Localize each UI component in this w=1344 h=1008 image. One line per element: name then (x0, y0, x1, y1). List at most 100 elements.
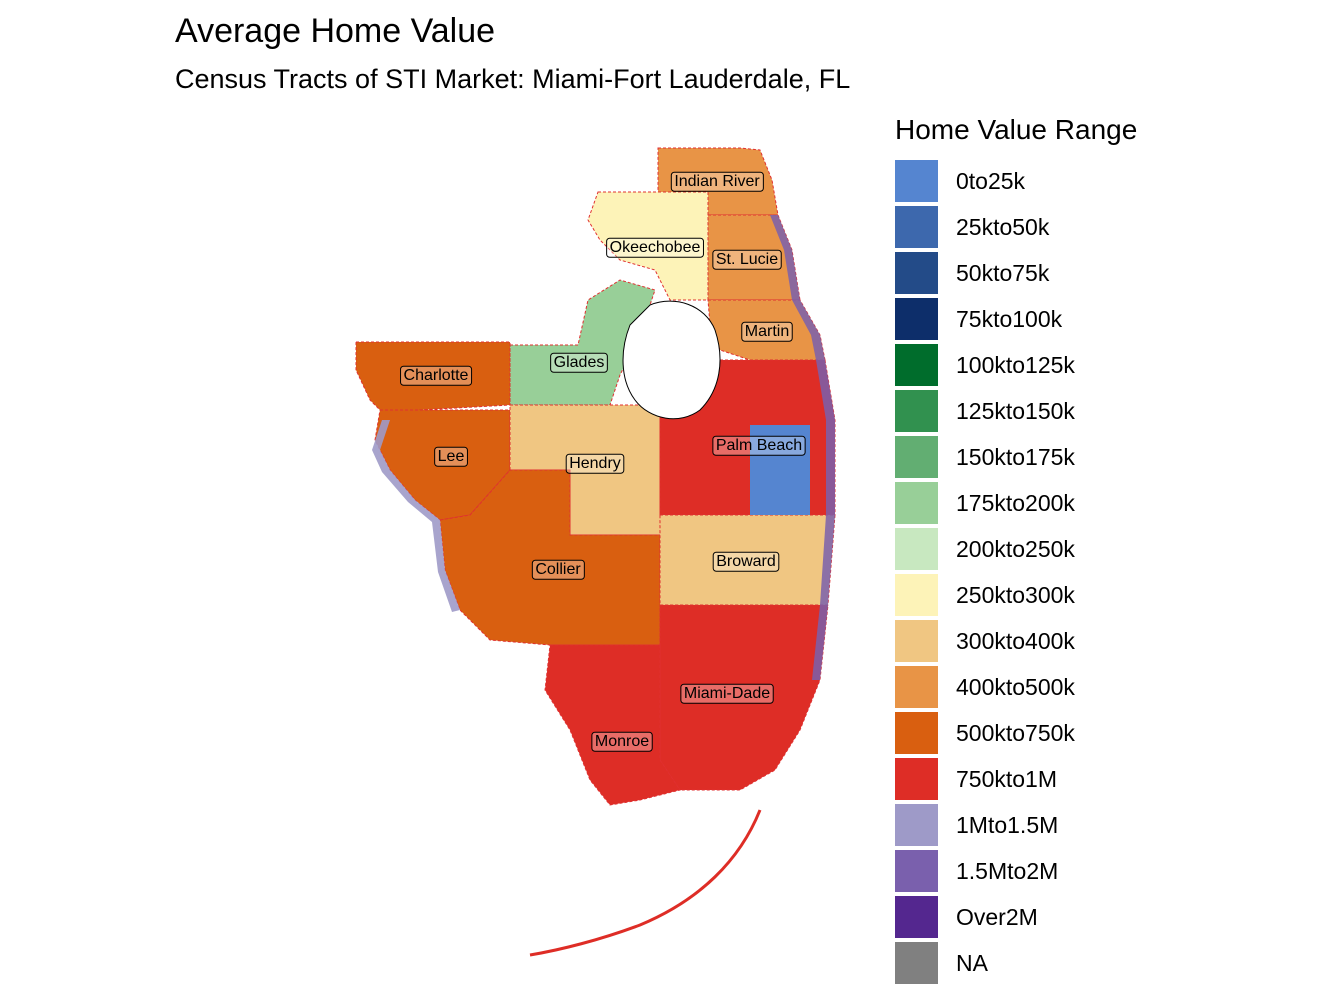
legend-label: 125kto150k (956, 397, 1075, 424)
legend-swatch (895, 850, 938, 892)
choropleth-map: Indian River Okeechobee St. Lucie Martin Gla… (320, 120, 880, 980)
county-label-text: Palm Beach (716, 437, 802, 454)
county-label-text: St. Lucie (716, 251, 778, 268)
county-label: Okeechobee (606, 237, 704, 258)
legend-label: 25kto50k (956, 213, 1050, 240)
legend-swatch (895, 942, 938, 984)
legend-swatch (895, 620, 938, 662)
county-label-text: Monroe (595, 733, 649, 750)
county-label-text: Hendry (569, 455, 621, 472)
legend-swatch (895, 252, 938, 294)
legend-item: 50kto75k (895, 250, 1137, 296)
legend-items: 0to25k 25kto50k 50kto75k 75kto100k 100kto125… (895, 158, 1137, 986)
legend-label: 150kto175k (956, 443, 1075, 470)
legend-label: 1.5Mto2M (956, 857, 1059, 884)
legend-swatch (895, 896, 938, 938)
county-label-box (400, 365, 473, 386)
county-label-text: Broward (716, 553, 776, 570)
legend-label: 300kto400k (956, 627, 1075, 654)
west-coast-strip (372, 420, 460, 612)
county-label-box (712, 435, 806, 456)
legend-swatch (895, 574, 938, 616)
legend-title: Home Value Range (895, 114, 1138, 145)
county-label: Martin (741, 321, 793, 342)
legend-item: 125kto150k (895, 388, 1137, 434)
county-label-box (591, 731, 653, 752)
map-subtitle: Census Tracts of STI Market: Miami-Fort … (175, 64, 851, 94)
county-label-text: Indian River (674, 173, 760, 190)
legend-swatch (895, 758, 938, 800)
county-label-box (712, 249, 782, 270)
legend-swatch (895, 804, 938, 846)
legend-label: NA (956, 949, 988, 976)
legend-swatch (895, 482, 938, 524)
legend-item: 75kto100k (895, 296, 1137, 342)
county-label-box (531, 559, 585, 580)
legend-label: 250kto300k (956, 581, 1075, 608)
legend-label: 75kto100k (956, 305, 1063, 332)
legend-item: 500kto750k (895, 710, 1137, 756)
legend-item: 250kto300k (895, 572, 1137, 618)
county-label-box (565, 453, 625, 474)
legend-item: 300kto400k (895, 618, 1137, 664)
county-label: Broward (712, 551, 780, 572)
legend-label: 175kto200k (956, 489, 1075, 516)
legend-item: Over2M (895, 894, 1137, 940)
legend-item: 25kto50k (895, 204, 1137, 250)
legend-swatch (895, 712, 938, 754)
county-label-box (670, 171, 764, 192)
legend-label: 750kto1M (956, 765, 1058, 792)
county-label: St. Lucie (712, 249, 782, 270)
legend-item: 1.5Mto2M (895, 848, 1137, 894)
legend-item: 100kto125k (895, 342, 1137, 388)
legend-label: 500kto750k (956, 719, 1075, 746)
county-label-box (434, 446, 468, 467)
legend: Home Value Range 0to25k 25kto50k 50kto75k 7… (895, 114, 1137, 986)
county-label-text: Lee (438, 448, 465, 465)
map-title: Average Home Value (175, 12, 496, 50)
county-label: Monroe (591, 731, 653, 752)
legend-label: 100kto125k (956, 351, 1075, 378)
county-label: Miami-Dade (680, 683, 774, 704)
legend-swatch (895, 344, 938, 386)
county-label-box (606, 237, 704, 258)
legend-label: Over2M (956, 903, 1038, 930)
legend-label: 1Mto1.5M (956, 811, 1059, 838)
county-label: Hendry (565, 453, 625, 474)
legend-swatch (895, 160, 938, 202)
legend-item: 150kto175k (895, 434, 1137, 480)
county-label-text: Miami-Dade (684, 685, 770, 702)
county-label-box (741, 321, 793, 342)
county-label: Indian River (670, 171, 764, 192)
legend-item: 200kto250k (895, 526, 1137, 572)
county-label-text: Okeechobee (610, 239, 701, 256)
legend-label: 50kto75k (956, 259, 1050, 286)
county-monroe (544, 644, 681, 806)
county-label-text: Collier (535, 561, 581, 578)
legend-swatch (895, 298, 938, 340)
legend-item: NA (895, 940, 1137, 986)
legend-swatch (895, 436, 938, 478)
county-label-box (550, 352, 608, 373)
lake-okeechobee (622, 300, 721, 420)
county-label: Charlotte (400, 365, 473, 386)
legend-label: 400kto500k (956, 673, 1075, 700)
county-label-text: Glades (554, 354, 605, 371)
county-label: Glades (550, 352, 608, 373)
legend-item: 1Mto1.5M (895, 802, 1137, 848)
legend-item: 750kto1M (895, 756, 1137, 802)
county-label-text: Martin (745, 323, 789, 340)
county-label-box (680, 683, 774, 704)
county-label: Collier (531, 559, 585, 580)
east-coast-strip (770, 215, 835, 680)
legend-swatch (895, 206, 938, 248)
county-label: Lee (434, 446, 468, 467)
legend-swatch (895, 528, 938, 570)
legend-swatch (895, 666, 938, 708)
legend-item: 0to25k (895, 158, 1137, 204)
county-label: Palm Beach (712, 435, 806, 456)
legend-item: 400kto500k (895, 664, 1137, 710)
florida-keys (529, 809, 762, 957)
legend-label: 0to25k (956, 167, 1026, 194)
legend-item: 175kto200k (895, 480, 1137, 526)
